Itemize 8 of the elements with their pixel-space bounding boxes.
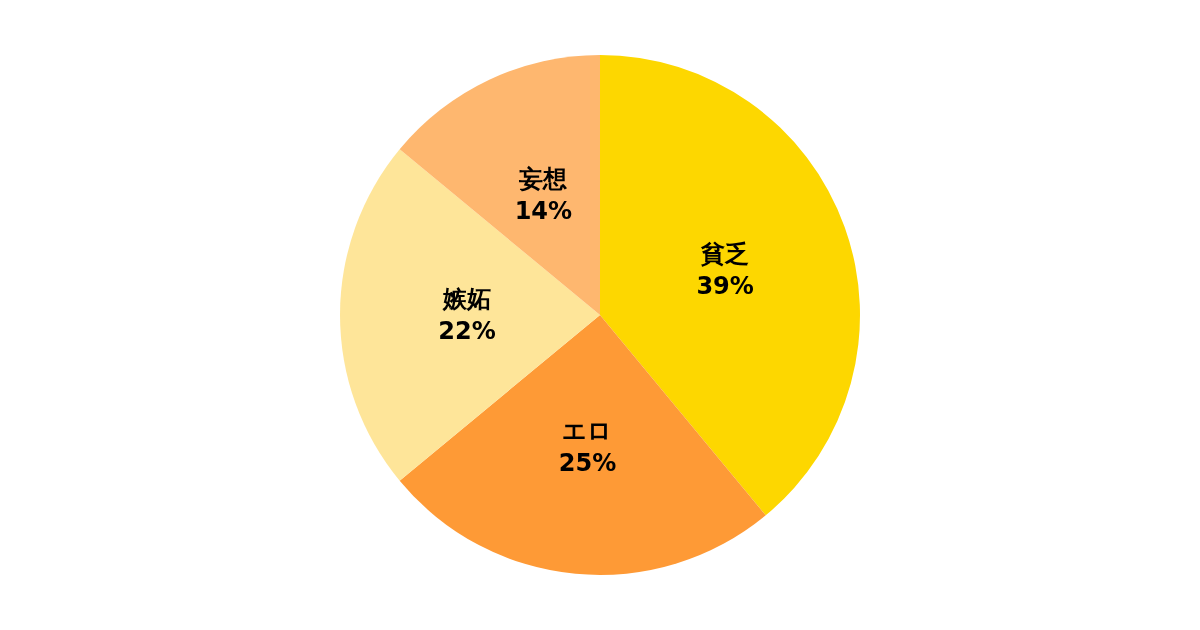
data-label: 25%	[558, 449, 617, 478]
slice-label: 嫉妬	[442, 285, 491, 313]
data-label: 39%	[696, 271, 754, 300]
slice-label: エロ	[562, 417, 613, 446]
data-label: 14%	[514, 196, 573, 225]
slice-label: 妄想	[518, 164, 568, 193]
slice-label: 貧乏	[700, 239, 750, 268]
data-label: 22%	[438, 317, 496, 345]
